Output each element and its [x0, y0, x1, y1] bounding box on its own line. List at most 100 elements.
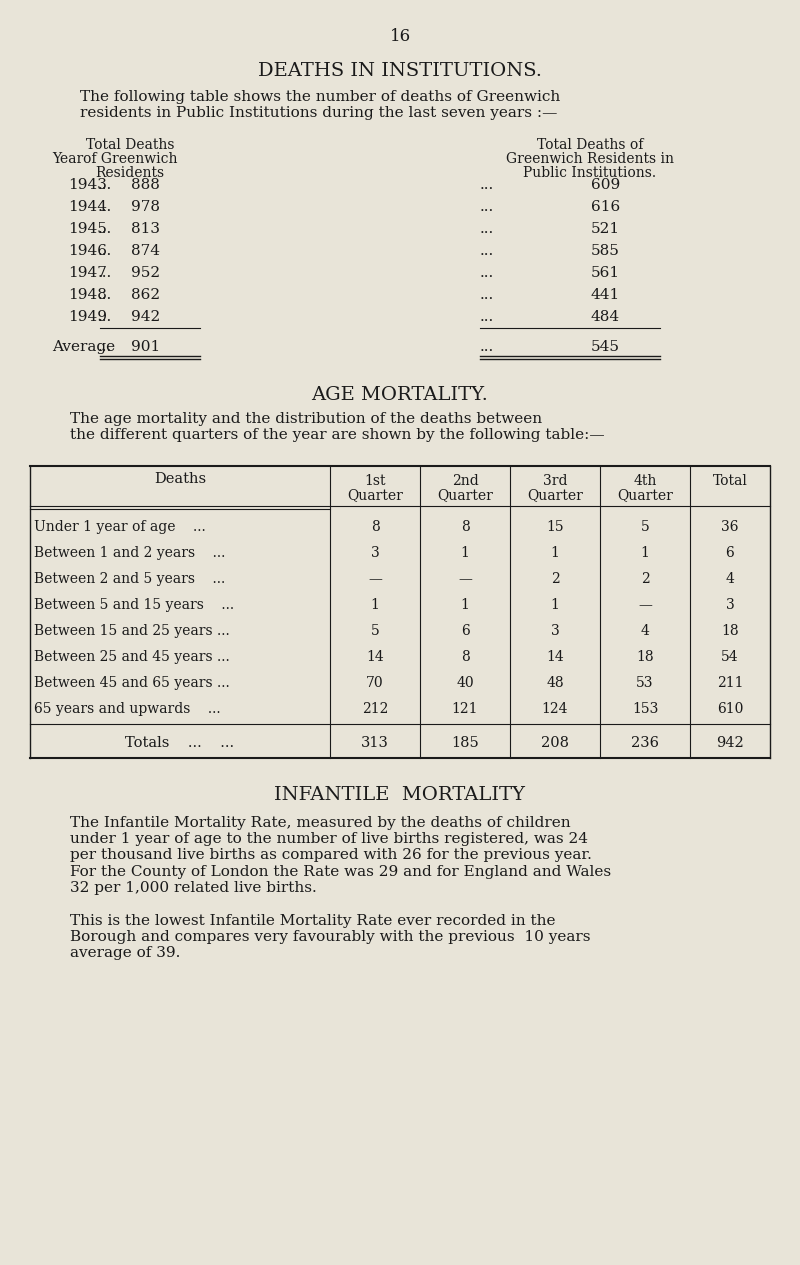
Text: The age mortality and the distribution of the deaths between
the different quart: The age mortality and the distribution o…	[70, 412, 605, 443]
Text: 1949: 1949	[68, 310, 107, 324]
Text: ...: ...	[98, 221, 112, 237]
Text: —: —	[368, 572, 382, 586]
Text: 2nd: 2nd	[452, 474, 478, 488]
Text: 901: 901	[130, 340, 160, 354]
Text: 585: 585	[591, 244, 620, 258]
Text: 561: 561	[591, 266, 620, 280]
Text: 5: 5	[370, 624, 379, 638]
Text: Year: Year	[52, 152, 83, 166]
Text: 1946: 1946	[68, 244, 107, 258]
Text: ...: ...	[480, 340, 494, 354]
Text: 6: 6	[726, 546, 734, 560]
Text: Quarter: Quarter	[347, 488, 403, 502]
Text: 942: 942	[130, 310, 160, 324]
Text: 48: 48	[546, 676, 564, 689]
Text: Between 45 and 65 years ...: Between 45 and 65 years ...	[34, 676, 230, 689]
Text: 978: 978	[131, 200, 160, 214]
Text: The following table shows the number of deaths of Greenwich
residents in Public : The following table shows the number of …	[80, 90, 560, 120]
Text: 54: 54	[721, 650, 739, 664]
Text: Greenwich Residents in: Greenwich Residents in	[506, 152, 674, 166]
Text: Deaths: Deaths	[154, 472, 206, 486]
Text: 53: 53	[636, 676, 654, 689]
Text: 609: 609	[590, 178, 620, 192]
Text: 3: 3	[370, 546, 379, 560]
Text: ...: ...	[98, 200, 112, 214]
Text: 813: 813	[131, 221, 160, 237]
Text: 18: 18	[721, 624, 739, 638]
Text: Between 1 and 2 years    ...: Between 1 and 2 years ...	[34, 546, 226, 560]
Text: ...: ...	[98, 288, 112, 302]
Text: 3: 3	[726, 598, 734, 612]
Text: 952: 952	[131, 266, 160, 280]
Text: 65 years and upwards    ...: 65 years and upwards ...	[34, 702, 221, 716]
Text: ...: ...	[480, 200, 494, 214]
Text: 610: 610	[717, 702, 743, 716]
Text: 8: 8	[461, 520, 470, 534]
Text: 8: 8	[461, 650, 470, 664]
Text: 1: 1	[461, 598, 470, 612]
Text: 484: 484	[591, 310, 620, 324]
Text: Residents: Residents	[95, 166, 165, 180]
Text: ...: ...	[98, 340, 112, 354]
Text: 1: 1	[550, 598, 559, 612]
Text: 15: 15	[546, 520, 564, 534]
Text: 545: 545	[591, 340, 620, 354]
Text: Under 1 year of age    ...: Under 1 year of age ...	[34, 520, 206, 534]
Text: ...: ...	[480, 221, 494, 237]
Text: ...: ...	[98, 244, 112, 258]
Text: 121: 121	[452, 702, 478, 716]
Text: 14: 14	[366, 650, 384, 664]
Text: This is the lowest Infantile Mortality Rate ever recorded in the
Borough and com: This is the lowest Infantile Mortality R…	[70, 915, 590, 960]
Text: 441: 441	[590, 288, 620, 302]
Text: ...: ...	[480, 266, 494, 280]
Text: Total Deaths: Total Deaths	[86, 138, 174, 152]
Text: 40: 40	[456, 676, 474, 689]
Text: 3rd: 3rd	[542, 474, 567, 488]
Text: 616: 616	[590, 200, 620, 214]
Text: 521: 521	[591, 221, 620, 237]
Text: Quarter: Quarter	[527, 488, 583, 502]
Text: Between 2 and 5 years    ...: Between 2 and 5 years ...	[34, 572, 226, 586]
Text: The Infantile Mortality Rate, measured by the deaths of children
under 1 year of: The Infantile Mortality Rate, measured b…	[70, 816, 611, 894]
Text: 5: 5	[641, 520, 650, 534]
Text: 888: 888	[131, 178, 160, 192]
Text: 18: 18	[636, 650, 654, 664]
Text: 1: 1	[370, 598, 379, 612]
Text: 8: 8	[370, 520, 379, 534]
Text: Totals    ...    ...: Totals ... ...	[126, 736, 234, 750]
Text: Between 25 and 45 years ...: Between 25 and 45 years ...	[34, 650, 230, 664]
Text: AGE MORTALITY.: AGE MORTALITY.	[311, 386, 489, 404]
Text: 6: 6	[461, 624, 470, 638]
Text: 124: 124	[542, 702, 568, 716]
Text: ...: ...	[480, 244, 494, 258]
Text: 942: 942	[716, 736, 744, 750]
Text: 1943: 1943	[68, 178, 107, 192]
Text: Total: Total	[713, 474, 747, 488]
Text: Quarter: Quarter	[437, 488, 493, 502]
Text: Between 15 and 25 years ...: Between 15 and 25 years ...	[34, 624, 230, 638]
Text: 185: 185	[451, 736, 479, 750]
Text: Quarter: Quarter	[617, 488, 673, 502]
Text: 1945: 1945	[68, 221, 107, 237]
Text: Public Institutions.: Public Institutions.	[523, 166, 657, 180]
Text: 862: 862	[131, 288, 160, 302]
Text: 36: 36	[722, 520, 738, 534]
Text: 14: 14	[546, 650, 564, 664]
Text: DEATHS IN INSTITUTIONS.: DEATHS IN INSTITUTIONS.	[258, 62, 542, 80]
Text: 1947: 1947	[68, 266, 107, 280]
Text: 2: 2	[641, 572, 650, 586]
Text: ...: ...	[98, 310, 112, 324]
Text: 1: 1	[550, 546, 559, 560]
Text: ...: ...	[98, 178, 112, 192]
Text: of Greenwich: of Greenwich	[82, 152, 178, 166]
Text: —: —	[638, 598, 652, 612]
Text: 313: 313	[361, 736, 389, 750]
Text: 1: 1	[461, 546, 470, 560]
Text: 4th: 4th	[634, 474, 657, 488]
Text: 874: 874	[131, 244, 160, 258]
Text: Average: Average	[52, 340, 115, 354]
Text: 70: 70	[366, 676, 384, 689]
Text: 4: 4	[726, 572, 734, 586]
Text: Total Deaths of: Total Deaths of	[537, 138, 643, 152]
Text: 208: 208	[541, 736, 569, 750]
